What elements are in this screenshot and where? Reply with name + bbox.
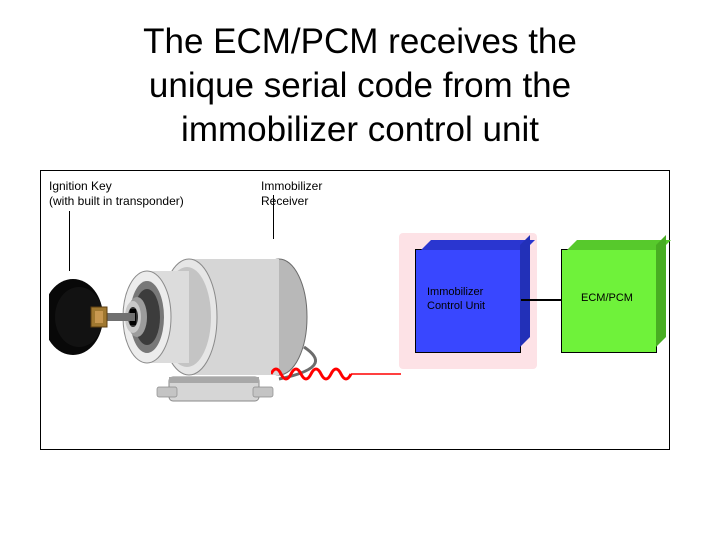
diagram-container: Ignition Key (with built in transponder)… <box>40 170 670 450</box>
mounting-base-icon <box>157 377 273 401</box>
ignition-key-label: Ignition Key (with built in transponder) <box>49 179 184 209</box>
title-line-1: The ECM/PCM receives the <box>143 22 577 61</box>
key-cylinder-assembly <box>49 227 349 417</box>
receiver-label-line-1: Immobilizer <box>261 179 322 193</box>
lock-cylinder-icon <box>123 259 307 375</box>
title-line-2: unique serial code from the <box>149 66 571 105</box>
ignition-key-icon <box>49 279 135 355</box>
rf-signal-icon <box>271 366 401 382</box>
key-cylinder-svg <box>49 227 349 417</box>
key-label-line-1: Ignition Key <box>49 179 112 193</box>
title-line-3: immobilizer control unit <box>181 110 539 149</box>
slide-title: The ECM/PCM receives the unique serial c… <box>0 20 720 151</box>
icu-ecm-connector <box>521 299 561 301</box>
icu-label-line-1: Immobilizer <box>427 286 483 298</box>
ecm-label-text: ECM/PCM <box>581 292 633 304</box>
icu-label: Immobilizer Control Unit <box>427 285 485 314</box>
icu-top-face <box>421 240 535 250</box>
receiver-label-line-2: Receiver <box>261 194 308 208</box>
icu-side-face <box>520 235 530 347</box>
receiver-label: Immobilizer Receiver <box>261 179 322 209</box>
icu-label-line-2: Control Unit <box>427 300 485 312</box>
ecm-label: ECM/PCM <box>581 291 633 305</box>
key-label-line-2: (with built in transponder) <box>49 194 184 208</box>
ecm-side-face <box>656 235 666 347</box>
